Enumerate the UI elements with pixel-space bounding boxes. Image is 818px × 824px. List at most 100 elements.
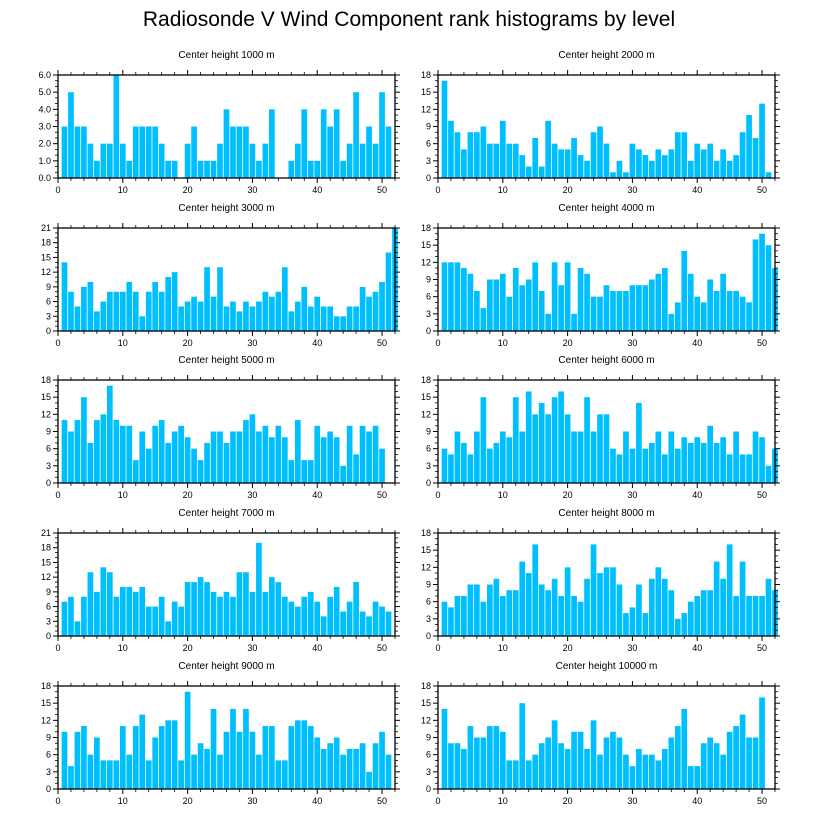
histogram-bar	[61, 126, 68, 178]
panel-6: 0 3 6 9 12 15 18 0 10 20 30 40 50 Center height 6000 …	[421, 355, 780, 500]
histogram-bar	[294, 301, 301, 331]
histogram-bar	[81, 286, 87, 331]
y-tick-label: 18	[421, 223, 431, 233]
y-tick-label: 18	[41, 681, 51, 691]
histogram-bar	[145, 606, 152, 636]
histogram-bar	[320, 748, 327, 789]
figure-title: Radiosonde V Wind Component rank histogr…	[142, 8, 676, 31]
histogram-bar	[307, 160, 314, 178]
histogram-bar	[366, 296, 372, 331]
x-tick-label: 40	[312, 796, 322, 806]
y-tick-label: 15	[421, 392, 431, 402]
histogram-bar	[694, 437, 701, 483]
histogram-bar	[249, 414, 256, 483]
histogram-bar	[700, 149, 707, 178]
histogram-bar	[590, 296, 597, 331]
histogram-bar	[584, 748, 590, 789]
histogram-bar	[499, 431, 506, 483]
histogram-bar	[655, 567, 662, 636]
histogram-bar	[359, 286, 366, 331]
y-tick-label: 12	[41, 572, 51, 582]
y-tick-label: 6	[426, 292, 431, 302]
histogram-bar	[564, 262, 571, 331]
y-tick-label: 0	[46, 631, 51, 641]
histogram-bar	[674, 302, 681, 331]
y-tick-label: 15	[421, 545, 431, 555]
histogram-bar	[584, 578, 590, 636]
histogram-bar	[294, 606, 301, 636]
x-tick-label: 40	[312, 643, 322, 653]
histogram-bar	[366, 126, 372, 178]
histogram-bar	[674, 448, 681, 483]
histogram-bar	[145, 126, 152, 178]
histogram-bar	[493, 143, 500, 178]
histogram-bar	[610, 731, 616, 789]
histogram-bar	[765, 465, 772, 483]
histogram-bar	[512, 143, 519, 178]
histogram-bar	[275, 760, 282, 789]
histogram-bar	[307, 306, 314, 331]
histogram-bar	[726, 731, 733, 789]
histogram-bar	[61, 601, 68, 636]
histogram-bar	[733, 726, 739, 789]
histogram-bar	[301, 460, 308, 483]
histogram-bar	[366, 616, 372, 636]
histogram-bar	[301, 596, 308, 636]
y-tick-label: 3.0	[38, 122, 51, 132]
histogram-bar	[269, 296, 275, 331]
histogram-bar	[327, 306, 334, 331]
histogram-bar	[320, 306, 327, 331]
histogram-bar	[746, 302, 752, 331]
histogram-bar	[629, 607, 636, 636]
histogram-bar	[474, 132, 480, 178]
histogram-bar	[512, 590, 519, 636]
histogram-bar	[314, 737, 321, 789]
histogram-bar	[564, 748, 571, 789]
histogram-bar	[467, 273, 474, 331]
histogram-bar	[519, 561, 526, 636]
histogram-bar	[171, 720, 178, 789]
histogram-bar	[713, 290, 720, 331]
histogram-bar	[113, 596, 120, 636]
histogram-bar	[184, 582, 191, 636]
histogram-bar	[197, 301, 204, 331]
histogram-bar	[499, 731, 506, 789]
histogram-bar	[301, 720, 308, 789]
panel-title: Center height 2000 m	[558, 50, 654, 61]
histogram-bar	[590, 431, 597, 483]
histogram-bar	[81, 726, 87, 789]
histogram-bar	[649, 279, 655, 331]
histogram-bar	[288, 460, 295, 483]
y-tick-label: 15	[41, 252, 51, 262]
histogram-bar	[649, 578, 655, 636]
histogram-bar	[545, 313, 552, 331]
histogram-bar	[126, 754, 133, 789]
y-tick-label: 1.0	[38, 156, 51, 166]
histogram-bar	[100, 143, 107, 178]
y-tick-label: 3	[426, 767, 431, 777]
histogram-bar	[739, 561, 746, 636]
histogram-bar	[636, 584, 642, 636]
histogram-bar	[197, 160, 204, 178]
histogram-bar	[236, 431, 243, 483]
histogram-bar	[603, 737, 610, 789]
x-tick-label: 20	[183, 185, 193, 195]
panel-title: Center height 10000 m	[556, 661, 658, 672]
x-tick-label: 30	[247, 490, 257, 500]
histogram-bar	[525, 573, 532, 636]
histogram-bar	[746, 454, 752, 483]
histogram-bar	[314, 296, 321, 331]
histogram-bar	[158, 420, 165, 483]
histogram-bar	[333, 316, 340, 331]
histogram-bar	[707, 737, 714, 789]
y-tick-label: 12	[421, 715, 431, 725]
x-tick-label: 0	[435, 490, 440, 500]
x-tick-label: 0	[55, 338, 60, 348]
histogram-bar	[165, 442, 172, 483]
histogram-bar	[158, 291, 165, 331]
histogram-bar	[230, 708, 236, 789]
x-tick-label: 0	[435, 185, 440, 195]
x-tick-label: 10	[118, 643, 128, 653]
histogram-bar	[499, 595, 506, 636]
y-tick-label: 9	[426, 122, 431, 132]
